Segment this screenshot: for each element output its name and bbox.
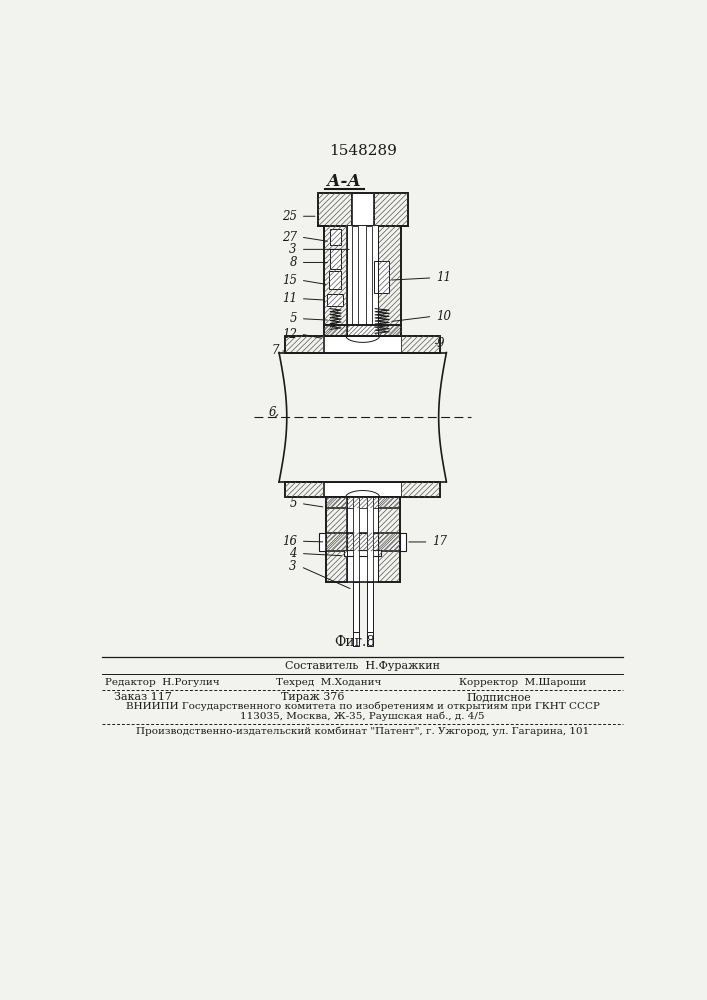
Bar [285,336,440,353]
Text: Составитель  Н.Фуражкин: Составитель Н.Фуражкин [285,661,440,671]
Bar [329,271,341,289]
Text: Заказ 117: Заказ 117 [114,692,172,702]
Bar [367,632,373,646]
Text: 11: 11 [282,292,297,305]
Text: 25: 25 [282,210,297,223]
Bar [378,497,400,582]
Bar [324,226,347,336]
Bar [320,533,325,551]
Bar [353,632,359,646]
Bar [325,497,347,582]
Bar [378,226,402,336]
Bar [353,582,359,632]
Text: Фиг.8: Фиг.8 [334,635,375,649]
Text: Редактор  Н.Рогулич: Редактор Н.Рогулич [105,678,219,687]
Text: 3: 3 [289,243,297,256]
Bar [347,325,378,336]
Text: 17: 17 [433,535,448,548]
Bar [330,249,341,269]
Bar [285,482,324,497]
Bar [324,336,402,353]
Bar [324,325,402,336]
Text: 12: 12 [282,328,297,341]
Bar [373,193,408,226]
Text: Производственно-издательский комбинат "Патент", г. Ужгород, ул. Гагарина, 101: Производственно-издательский комбинат "П… [136,727,590,736]
Bar [367,582,373,632]
Bar [352,226,358,336]
Bar [344,550,381,556]
Text: А-А: А-А [327,173,361,190]
Bar [402,336,440,353]
Text: 27: 27 [282,231,297,244]
Text: 8: 8 [289,256,297,269]
Bar [347,533,378,551]
Text: 11: 11 [436,271,451,284]
Text: 4: 4 [289,547,297,560]
Text: 3: 3 [289,560,297,573]
Bar [352,193,373,226]
Text: 15: 15 [282,274,297,287]
Text: 16: 16 [282,535,297,548]
Bar [400,533,406,551]
Text: 5: 5 [289,497,297,510]
Text: Техред  М.Ходанич: Техред М.Ходанич [276,678,381,687]
Bar [317,193,352,226]
Bar [402,482,440,497]
Bar [285,336,324,353]
Bar [327,294,343,306]
Text: Корректор  М.Шароши: Корректор М.Шароши [459,678,586,687]
Text: 113035, Москва, Ж-35, Раушская наб., д. 4/5: 113035, Москва, Ж-35, Раушская наб., д. … [240,711,485,721]
Bar [347,226,378,336]
Bar [353,497,359,582]
Text: ВНИИПИ Государственного комитета по изобретениям и открытиям при ГКНТ СССР: ВНИИПИ Государственного комитета по изоб… [126,702,600,711]
Bar [317,193,408,226]
Text: 9: 9 [436,337,444,350]
Text: 5: 5 [289,312,297,325]
Text: Тираж 376: Тираж 376 [281,692,345,702]
Text: 6: 6 [269,406,276,419]
Text: 10: 10 [436,310,451,323]
Bar [347,497,378,582]
Bar [373,261,389,293]
Bar [367,497,373,582]
Bar [366,226,372,336]
Bar [347,497,378,508]
Text: Подписное: Подписное [467,692,532,702]
Bar [325,497,400,508]
Bar [330,229,341,245]
Bar [324,482,402,497]
Bar [285,482,440,497]
Text: 7: 7 [271,344,279,358]
Text: 1548289: 1548289 [329,144,397,158]
Bar [325,533,400,551]
